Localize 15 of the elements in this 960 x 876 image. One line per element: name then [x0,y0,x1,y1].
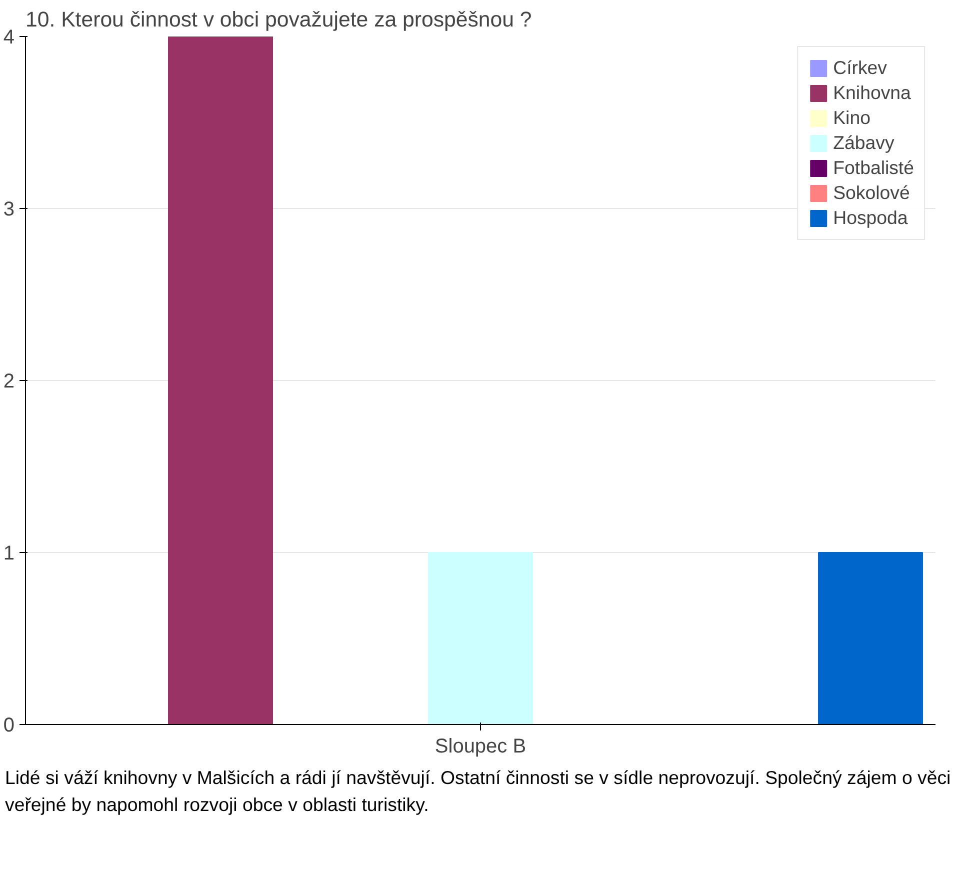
legend-label: Zábavy [833,132,894,154]
y-tick-label: 0 [3,714,14,736]
chart-title: 10. Kterou činnost v obci považujete za prospěšnou ? [26,8,532,32]
y-tick-label: 4 [3,26,14,48]
legend-label: Hospoda [833,207,908,229]
legend-label: Fotbalisté [833,157,914,179]
legend-label: Církev [833,57,888,79]
y-tick-label: 1 [3,542,14,564]
legend-label: Knihovna [833,82,911,104]
text: Lidé si váží knihovny v Malšicích a rádi jí navštěvují. Ostatní činnosti se v sídle neprovozují. Společný zájem o věci veřejné by napomohl rozvoji obce v oblasti turistiky. [5,766,952,817]
legend-label: Sokolové [833,182,910,204]
legend-label: Kino [833,107,870,129]
y-tick-label: 3 [3,198,14,220]
x-tick-label: Sloupec B [434,736,526,758]
y-tick-label: 2 [3,370,14,392]
